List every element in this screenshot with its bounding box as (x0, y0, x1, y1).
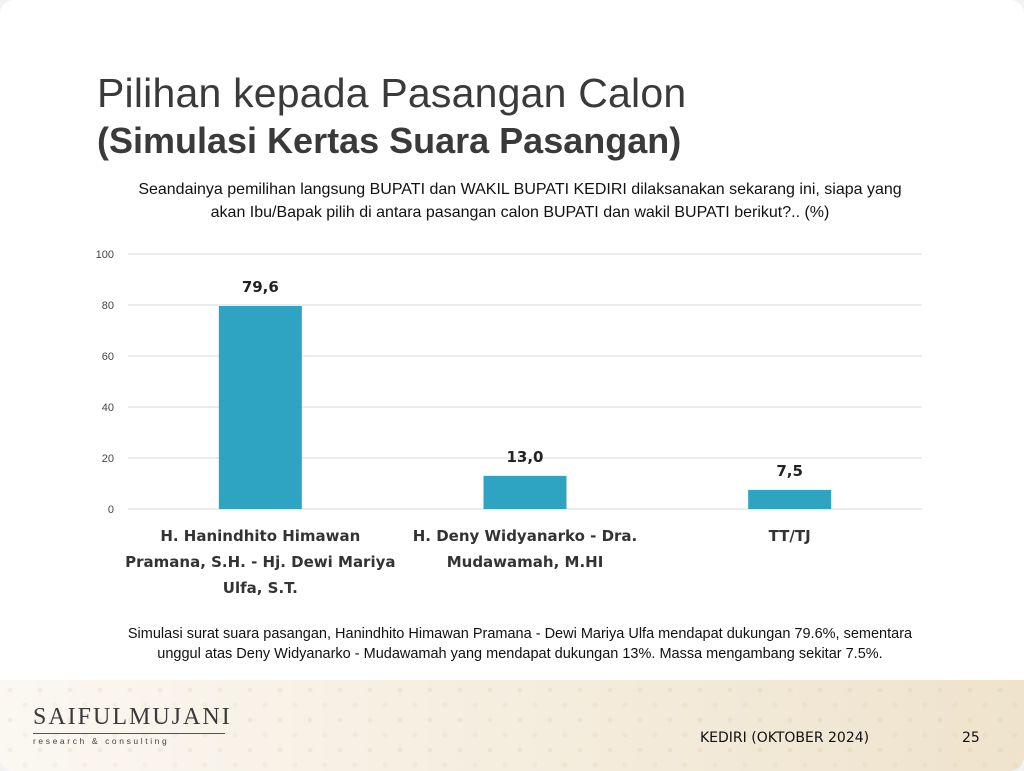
survey-question-line-1: Seandainya pemilihan langsung BUPATI dan… (138, 181, 902, 198)
y-tick-label-40: 40 (102, 402, 114, 414)
chart-summary-line-1: Simulasi surat suara pasangan, Hanindhit… (127, 626, 913, 642)
survey-question-line-2: akan Ibu/Bapak pilih di antara pasangan … (210, 204, 830, 221)
logo-divider (33, 733, 225, 734)
page-subtitle: (Simulasi Kertas Suara Pasangan) (97, 120, 682, 161)
y-tick-label-20: 20 (102, 453, 114, 465)
category-label-1-line-3: Ulfa, S.T. (223, 579, 298, 597)
category-label-2-line-1: H. Deny Widyanarko - Dra. (413, 527, 638, 545)
bar-chart: 0 20 40 60 80 100 79,6 H. Hanindhito Himawan Pra… (96, 249, 922, 597)
chart-summary-line-2: unggul atas Deny Widyanarko - Mudawamah … (157, 646, 883, 662)
data-label-3: 7,5 (776, 462, 803, 480)
y-tick-label-60: 60 (102, 351, 114, 363)
bar-2 (483, 475, 567, 509)
logo-tagline: research & consulting (33, 736, 170, 746)
category-label-3-line-1: TT/TJ (769, 527, 811, 545)
page-number: 25 (962, 730, 980, 746)
bar-1 (218, 306, 302, 509)
data-label-2: 13,0 (506, 448, 543, 466)
category-label-1-line-1: H. Hanindhito Himawan (160, 527, 360, 545)
data-label-1: 79,6 (242, 278, 279, 296)
logo-name: SAIFULMUJANI (33, 704, 232, 730)
category-label-3: TT/TJ (769, 527, 811, 545)
footer-location: KEDIRI (OKTOBER 2024) (700, 730, 870, 746)
y-tick-label-0: 0 (108, 504, 114, 516)
survey-question: Seandainya pemilihan langsung BUPATI dan… (40, 178, 1000, 224)
category-label-1: H. Hanindhito Himawan Pramana, S.H. - Hj.… (125, 527, 395, 597)
footer-batik-pattern (0, 680, 1024, 771)
category-label-2-line-2: Mudawamah, M.HI (447, 553, 604, 571)
category-label-1-line-2: Pramana, S.H. - Hj. Dewi Mariya (125, 553, 395, 571)
y-tick-label-80: 80 (102, 300, 114, 312)
y-tick-label-100: 100 (96, 249, 114, 261)
chart-summary: Simulasi surat suara pasangan, Hanindhit… (60, 624, 980, 664)
bar-3 (748, 489, 832, 509)
footer-band (0, 680, 1024, 771)
category-label-2: H. Deny Widyanarko - Dra. Mudawamah, M.HI (413, 527, 638, 571)
page-title: Pilihan kepada Pasangan Calon (97, 70, 687, 116)
company-logo: SAIFULMUJANI research & consulting (33, 704, 233, 746)
